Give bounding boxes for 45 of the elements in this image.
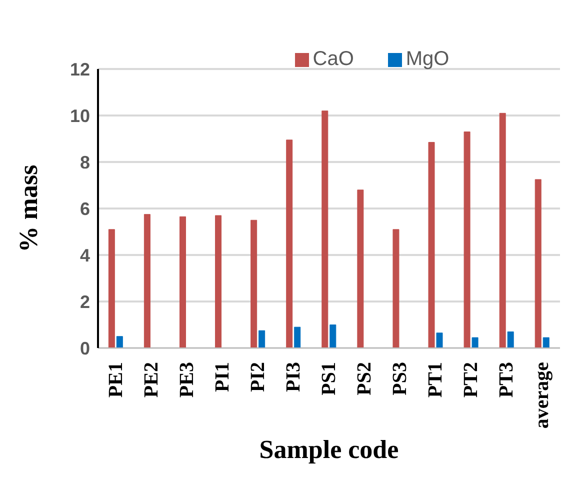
bar xyxy=(116,336,123,348)
y-axis-title: % mass xyxy=(14,164,44,252)
bar xyxy=(330,324,336,348)
bar xyxy=(428,142,435,348)
x-tick-label: PT2 xyxy=(460,362,482,398)
bar xyxy=(357,190,364,348)
x-tick-label: PE3 xyxy=(176,362,198,398)
x-tick-label: PS2 xyxy=(354,362,376,396)
bar xyxy=(542,337,550,348)
x-tick-label: PS3 xyxy=(389,362,412,396)
y-tick-label: 6 xyxy=(80,198,90,219)
bar xyxy=(258,330,266,348)
y-tick-label: 4 xyxy=(80,245,90,266)
bar xyxy=(436,332,443,348)
bar xyxy=(507,331,514,348)
y-tick-label: 0 xyxy=(80,338,90,358)
bar xyxy=(179,216,186,348)
bar xyxy=(472,337,478,348)
x-tick-label: PE1 xyxy=(104,362,127,398)
bar xyxy=(286,140,293,348)
x-tick-label: PT1 xyxy=(424,362,447,398)
x-tick-label: PI3 xyxy=(282,362,304,392)
bar xyxy=(499,112,506,348)
x-tick-label: PS1 xyxy=(318,362,340,396)
x-tick-label: PI2 xyxy=(246,362,269,392)
bar xyxy=(250,220,258,348)
y-tick-label: 2 xyxy=(80,292,90,312)
bar xyxy=(392,229,400,348)
bar xyxy=(464,132,470,348)
bar xyxy=(534,179,542,348)
x-axis-title: Sample code xyxy=(259,435,399,464)
bar xyxy=(215,215,222,348)
x-tick-label: PT3 xyxy=(496,362,518,398)
x-tick-label: PE2 xyxy=(140,362,162,398)
y-tick-label: 10 xyxy=(70,106,90,126)
legend-label: MgO xyxy=(406,48,450,70)
legend-label: CaO xyxy=(312,48,354,70)
bar xyxy=(108,229,115,348)
bar xyxy=(294,326,301,348)
bar xyxy=(322,110,328,348)
bar xyxy=(144,214,150,348)
x-tick-label: PI1 xyxy=(211,362,234,392)
y-tick-label: 12 xyxy=(70,59,90,80)
y-tick-label: 8 xyxy=(80,152,90,172)
x-tick-label: average xyxy=(531,362,554,429)
